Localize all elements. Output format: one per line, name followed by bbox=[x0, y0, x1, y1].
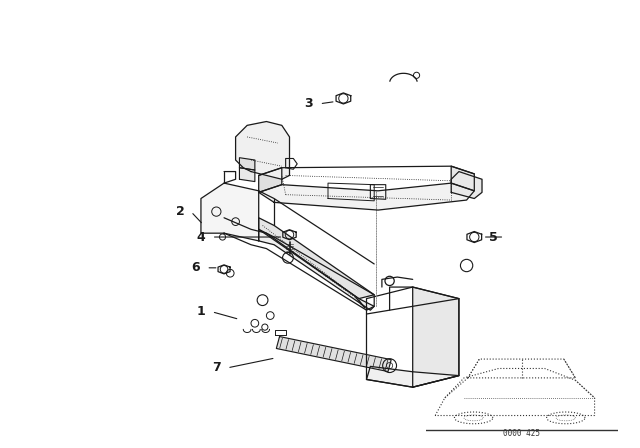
Polygon shape bbox=[239, 168, 255, 181]
Text: 1: 1 bbox=[196, 305, 205, 318]
Polygon shape bbox=[451, 166, 474, 191]
Polygon shape bbox=[259, 183, 474, 210]
Polygon shape bbox=[413, 287, 459, 387]
Text: 6: 6 bbox=[191, 261, 200, 274]
Text: 3: 3 bbox=[305, 97, 313, 110]
Polygon shape bbox=[201, 183, 259, 241]
Text: 4: 4 bbox=[196, 231, 205, 244]
Text: 0000 425: 0000 425 bbox=[503, 429, 540, 438]
Polygon shape bbox=[239, 158, 255, 170]
Text: 7: 7 bbox=[212, 362, 221, 375]
Polygon shape bbox=[259, 168, 282, 192]
Polygon shape bbox=[259, 218, 374, 299]
Polygon shape bbox=[259, 229, 374, 310]
Polygon shape bbox=[367, 366, 459, 387]
Text: 2: 2 bbox=[176, 205, 184, 218]
Text: 5: 5 bbox=[489, 231, 498, 244]
Polygon shape bbox=[236, 121, 289, 179]
Polygon shape bbox=[276, 336, 391, 371]
Polygon shape bbox=[451, 172, 482, 198]
